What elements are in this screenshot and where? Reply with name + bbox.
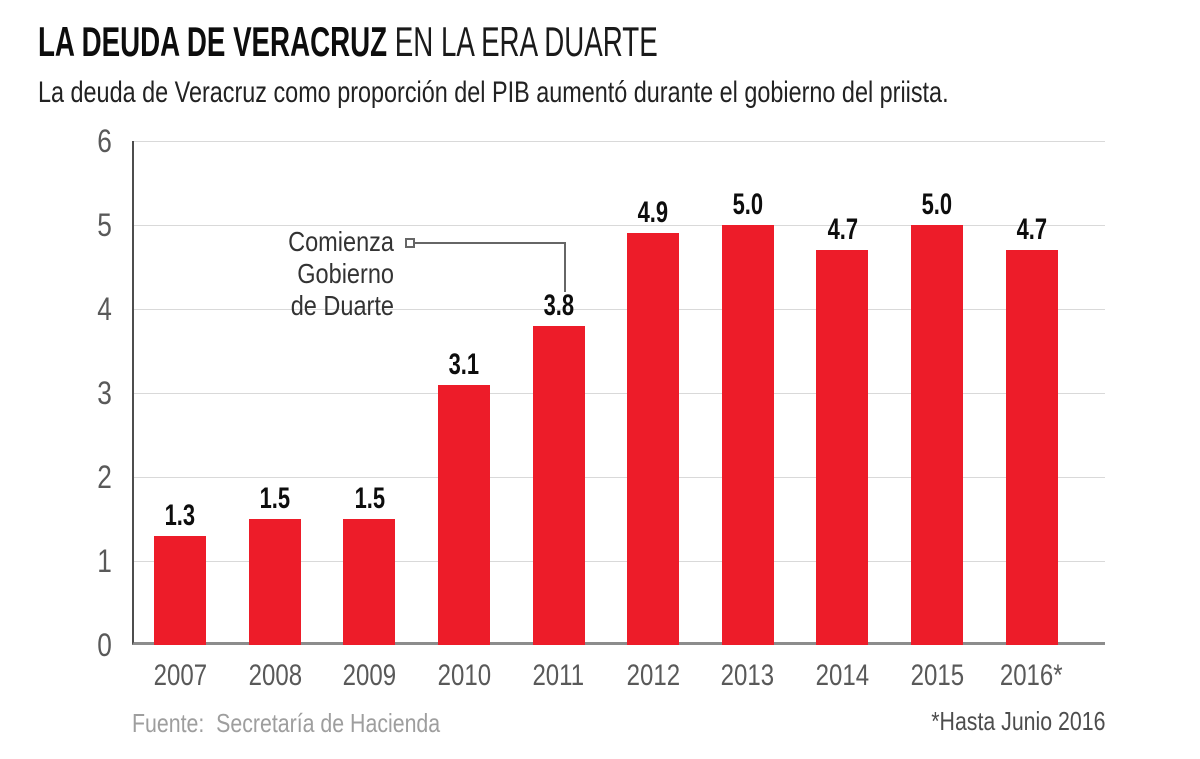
x-tick-label-2008: 2008 [228, 655, 323, 697]
bar-series: 1.3 1.5 1.5 3.1 3.8 4.9 5.0 4.7 5.0 4.7 [133, 141, 1079, 645]
x-tick-label-2010: 2010 [417, 655, 512, 697]
x-tick-text: 2010 [437, 659, 491, 692]
bar-2011 [532, 326, 585, 645]
value-label-2007: 1.3 [113, 501, 248, 531]
annotation-connector-horizontal [415, 242, 566, 244]
annotation-square-marker [405, 238, 415, 248]
asterisk-note: *Hasta Junio 2016 [930, 706, 1105, 736]
value-label-text: 3.1 [448, 348, 480, 381]
bar-2009 [343, 519, 396, 645]
value-label-text: 5.0 [732, 188, 764, 221]
y-tick-label-4: 4 [56, 289, 112, 329]
value-label-text: 4.7 [1016, 213, 1047, 246]
plot-area [132, 141, 1105, 645]
value-label-2012: 4.9 [586, 198, 721, 228]
gridline-4 [134, 309, 1105, 310]
y-tick-label-1: 1 [56, 541, 112, 581]
x-tick-label-2009: 2009 [322, 655, 417, 697]
bar-2010 [438, 385, 491, 645]
bar-2012 [627, 233, 680, 645]
value-label-text: 4.9 [638, 196, 669, 229]
page-title: LA DEUDA DE VERACRUZ EN LA ERA DUARTE [38, 20, 658, 64]
bar-column-2009: 1.5 [322, 141, 417, 645]
x-tick-label-2013: 2013 [701, 655, 796, 697]
annotation-line-2: Gobierno [297, 258, 394, 289]
gridline-3 [134, 393, 1105, 394]
value-label-2015: 5.0 [870, 190, 1005, 220]
annotation-text: Comienza Gobierno de Duarte [194, 226, 394, 322]
x-tick-text: 2009 [342, 659, 397, 692]
value-label-2014: 4.7 [775, 215, 910, 245]
bar-column-2016: 4.7 [984, 141, 1079, 645]
bar-column-2010: 3.1 [417, 141, 512, 645]
bar-2013 [721, 225, 774, 645]
y-tick-text: 4 [97, 291, 112, 327]
bar-column-2013: 5.0 [701, 141, 796, 645]
y-tick-label-6: 6 [56, 121, 112, 161]
y-tick-text: 2 [97, 459, 112, 495]
bar-2016 [1005, 250, 1058, 645]
gridline-5 [134, 225, 1105, 226]
x-tick-text: 2007 [153, 659, 207, 692]
annotation-line-3: de Duarte [290, 290, 394, 321]
x-tick-text: 2016* [1000, 659, 1064, 692]
bar-column-2015: 5.0 [890, 141, 985, 645]
value-label-text: 1.5 [259, 482, 291, 515]
x-tick-label-2015: 2015 [890, 655, 985, 697]
y-tick-text: 6 [97, 123, 112, 159]
title-light-segment: EN LA ERA DUARTE [387, 18, 658, 65]
value-label-2013: 5.0 [681, 190, 816, 220]
x-tick-label-2007: 2007 [133, 655, 228, 697]
x-tick-label-2012: 2012 [606, 655, 701, 697]
bar-2008 [248, 519, 301, 645]
value-label-2008: 1.5 [208, 484, 343, 514]
bar-2015 [911, 225, 964, 645]
value-label-2009: 1.5 [302, 484, 437, 514]
y-tick-text: 3 [97, 375, 112, 411]
x-tick-label-2016: 2016* [984, 655, 1079, 697]
value-label-2011: 3.8 [491, 291, 626, 321]
value-label-2010: 3.1 [397, 350, 532, 380]
title-bold-segment: LA DEUDA DE VERACRUZ [38, 18, 388, 65]
x-tick-text: 2014 [815, 659, 870, 692]
gridline-1 [134, 561, 1105, 562]
value-label-2016: 4.7 [964, 215, 1099, 245]
x-tick-text: 2015 [910, 659, 964, 692]
gridline-6 [134, 141, 1105, 142]
x-tick-text: 2008 [248, 659, 302, 692]
value-label-text: 3.8 [543, 289, 574, 322]
bar-2014 [816, 250, 869, 645]
annotation-connector-vertical [564, 242, 566, 292]
y-axis-labels: 0 1 2 3 4 5 6 [56, 123, 112, 663]
bar-column-2011: 3.8 [511, 141, 606, 645]
y-tick-text: 0 [97, 627, 112, 663]
y-tick-label-3: 3 [56, 373, 112, 413]
x-tick-text: 2012 [626, 659, 680, 692]
bar-column-2014: 4.7 [795, 141, 890, 645]
y-tick-label-2: 2 [56, 457, 112, 497]
x-tick-label-2011: 2011 [511, 655, 606, 697]
y-tick-text: 1 [97, 543, 112, 579]
source-note: Fuente: Secretaría de Hacienda [132, 708, 441, 738]
value-label-text: 1.5 [354, 482, 385, 515]
bar-2007 [154, 536, 207, 645]
value-label-text: 1.3 [165, 499, 196, 532]
y-tick-text: 5 [97, 207, 112, 243]
bar-column-2012: 4.9 [606, 141, 701, 645]
y-tick-label-0: 0 [56, 625, 112, 665]
bar-column-2007: 1.3 [133, 141, 228, 645]
value-label-text: 5.0 [921, 188, 953, 221]
x-tick-label-2014: 2014 [795, 655, 890, 697]
y-tick-label-5: 5 [56, 205, 112, 245]
value-label-text: 4.7 [827, 213, 858, 246]
x-tick-text: 2011 [532, 659, 585, 692]
bar-column-2008: 1.5 [228, 141, 323, 645]
annotation-line-1: Comienza [288, 226, 394, 257]
x-tick-text: 2013 [721, 659, 775, 692]
gridline-2 [134, 477, 1105, 478]
chart-subtitle: La deuda de Veracruz como proporción del… [38, 76, 949, 109]
x-axis-labels: 2007 2008 2009 2010 2011 2012 2013 2014 2015 2016… [133, 655, 1079, 697]
